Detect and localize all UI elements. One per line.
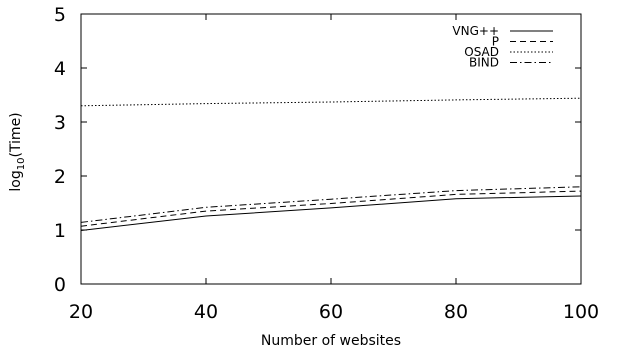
y-tick-label: 5 — [54, 4, 66, 26]
y-tick-label: 1 — [54, 220, 66, 242]
x-tick-label: 20 — [69, 301, 93, 323]
legend-label-bind: BIND — [469, 56, 499, 70]
y-tick-label: 4 — [54, 58, 66, 80]
series-line-bind — [80, 186, 582, 223]
legend-label-vng-: VNG++ — [452, 24, 499, 38]
series-line-p — [80, 190, 582, 227]
y-axis-title-sub: 10 — [16, 158, 27, 171]
y-axis-title-base: log — [8, 170, 24, 191]
plot-frame — [80, 13, 582, 285]
series-line-osad — [80, 97, 582, 107]
x-axis-title: Number of websites — [261, 333, 401, 349]
y-tick-label: 0 — [54, 274, 66, 296]
series-line-vng- — [80, 195, 582, 231]
y-axis-title-rest: (Time) — [8, 112, 24, 157]
x-tick-label: 80 — [444, 301, 468, 323]
y-axis-title: log10(Time) — [8, 112, 27, 191]
y-tick-label: 3 — [54, 112, 66, 134]
x-tick-label: 60 — [319, 301, 343, 323]
legend-label-osad: OSAD — [464, 45, 499, 59]
x-tick-label: 40 — [194, 301, 218, 323]
y-tick-label: 2 — [54, 166, 66, 188]
x-tick-label: 100 — [563, 301, 599, 323]
legend-label-p: P — [492, 35, 499, 49]
